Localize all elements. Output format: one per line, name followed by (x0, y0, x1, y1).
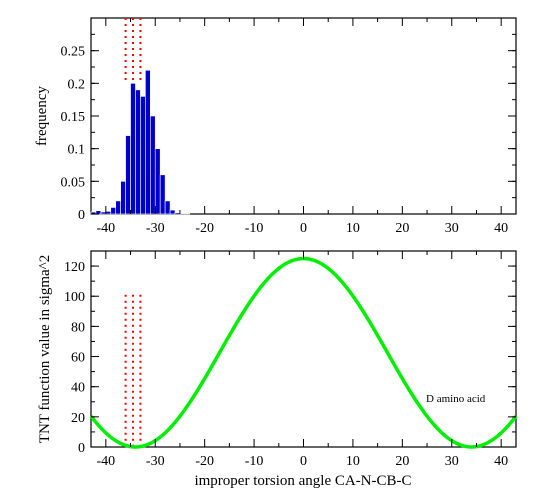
bottom-x-tick-label: -30 (146, 454, 165, 469)
histogram-bar (159, 174, 166, 215)
histogram-bar (140, 96, 146, 215)
bottom-y-tick-label: 120 (64, 260, 85, 275)
top-reference-lines (124, 18, 142, 84)
bottom-x-tick-label: -40 (96, 454, 115, 469)
histogram-bar (120, 181, 126, 215)
top-x-tick-label: -20 (195, 221, 214, 236)
bottom-y-tick-label: 100 (64, 290, 85, 305)
top-x-tick-label: -40 (96, 221, 115, 236)
bottom-y-axis-label: TNT function value in sigma^2 (37, 255, 53, 443)
histogram-bar (179, 213, 186, 215)
top-y-tick-label: 0.15 (61, 110, 86, 125)
bottom-x-ticks: -40 -30 -20 -10 0 10 20 30 40 (96, 251, 508, 469)
bottom-plot-frame (90, 250, 517, 448)
top-x-tick-label: -30 (146, 221, 165, 236)
top-x-tick-label: 0 (300, 221, 307, 236)
top-x-tick-label: 30 (445, 221, 459, 236)
top-y-tick-label: 0.1 (68, 143, 86, 158)
bottom-series (89, 256, 518, 449)
histogram-bar (105, 211, 112, 215)
histogram-bar (150, 115, 156, 215)
histogram-bar (184, 213, 191, 215)
bottom-line-chart: 0 20 40 60 80 100 120 -40 -30 -20 -10 0 10 20 30 40 TN… (37, 250, 518, 489)
histogram-bar (115, 200, 121, 215)
bottom-reference-lines (124, 294, 142, 447)
bottom-x-tick-label: -20 (195, 454, 214, 469)
top-y-tick-label: 0.05 (61, 175, 86, 190)
histogram-bar (130, 83, 136, 215)
top-bars (90, 69, 191, 215)
top-x-tick-label: -10 (245, 221, 264, 236)
bottom-x-tick-label: 10 (346, 454, 360, 469)
histogram-bar (110, 207, 117, 215)
histogram-bar (154, 148, 161, 215)
bottom-y-tick-label: 60 (71, 351, 85, 366)
histogram-bar (125, 135, 131, 215)
histogram-bar (169, 209, 176, 215)
top-y-tick-label: 0.25 (61, 45, 86, 60)
bottom-x-tick-label: 30 (445, 454, 459, 469)
top-y-axis-label: frequency (34, 86, 50, 146)
bottom-x-tick-label: -10 (245, 454, 264, 469)
annotation-d-amino-acid: D amino acid (426, 393, 486, 405)
top-y-tick-label: 0.2 (68, 77, 86, 92)
bottom-y-tick-label: 20 (71, 411, 85, 426)
top-x-tick-label: 20 (395, 221, 409, 236)
bottom-x-tick-label: 20 (395, 454, 409, 469)
bottom-y-tick-label: 80 (71, 320, 85, 335)
bottom-x-axis-label: improper torsion angle CA-N-CB-C (194, 473, 411, 489)
bottom-x-tick-label: 40 (494, 454, 508, 469)
histogram-bar (174, 212, 181, 215)
bottom-y-ticks: 0 20 40 60 80 100 120 (64, 250, 516, 456)
top-y-tick-label: 0 (78, 208, 85, 223)
bottom-x-tick-label: 0 (300, 454, 307, 469)
histogram-bar (135, 89, 141, 215)
bottom-y-tick-label: 40 (71, 381, 85, 396)
tnt-function-line (89, 256, 518, 449)
bottom-y-tick-label: 0 (78, 441, 85, 456)
top-y-ticks: 0 0.05 0.1 0.15 0.2 0.25 (61, 17, 516, 223)
histogram-bar (145, 69, 151, 215)
histogram-bar (164, 200, 171, 215)
top-x-ticks: -40 -30 -20 -10 0 10 20 30 40 (96, 18, 508, 236)
top-histogram-chart: 0 0.05 0.1 0.15 0.2 0.25 -40 -30 -20 -10 0 10 20 30 4… (34, 17, 517, 236)
histogram-bar (100, 211, 107, 215)
top-x-tick-label: 40 (494, 221, 508, 236)
top-x-tick-label: 10 (346, 221, 360, 236)
